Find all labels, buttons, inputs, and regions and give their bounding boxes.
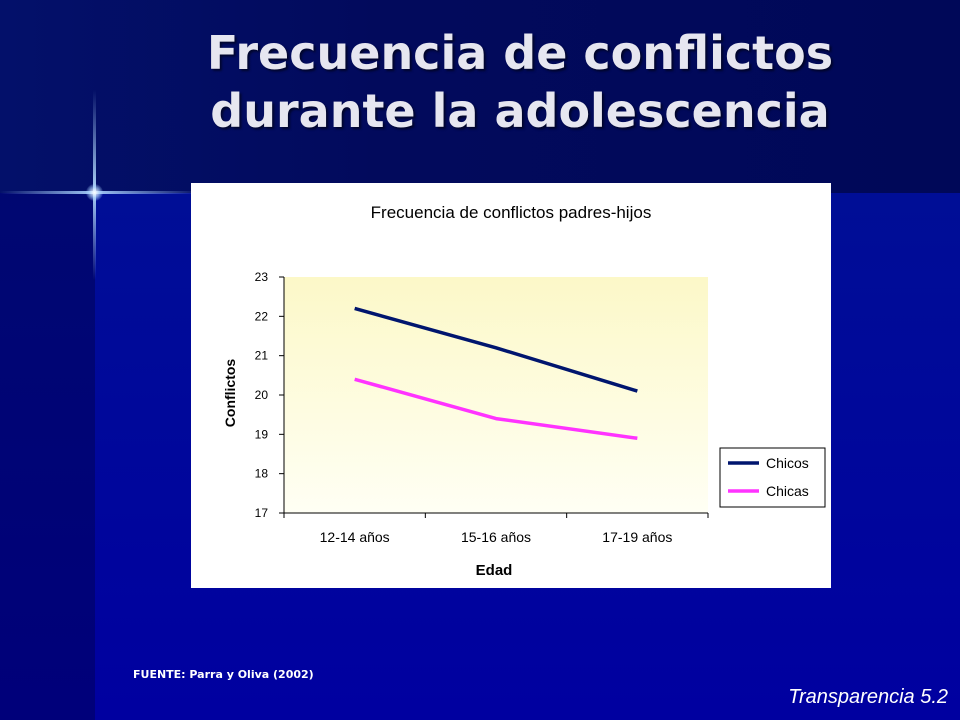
slide-title-line-1: Frecuencia de conflictos: [206, 26, 834, 80]
series-line-chicas: [354, 377, 638, 440]
y-axis-ticks: 17 18 19 20 21 22 23: [255, 270, 284, 520]
slide-title-line-2: durante la adolescencia: [210, 84, 830, 138]
chart-container: Frecuencia de conflictos padres-hijos 17…: [191, 183, 831, 588]
y-axis-title: Conflictos: [222, 359, 238, 428]
line-chart: Frecuencia de conflictos padres-hijos 17…: [222, 203, 826, 579]
x-tick-label: 17-19 años: [602, 529, 672, 545]
background-top-band: [0, 0, 960, 193]
y-tick-label: 22: [255, 309, 269, 323]
x-tick-label: 15-16 años: [461, 529, 531, 545]
source-note: FUENTE: Parra y Oliva (2002): [133, 668, 314, 681]
slide-title: Frecuencia de conflictos durante la adol…: [120, 24, 920, 140]
y-tick-label: 21: [255, 349, 269, 363]
y-tick-label: 19: [255, 427, 269, 441]
x-axis-labels: 12-14 años 15-16 años 17-19 años: [283, 513, 709, 545]
y-tick-label: 23: [255, 270, 269, 284]
y-tick-label: 20: [255, 388, 269, 402]
series-lines: [354, 306, 638, 440]
slide-number-label: Transparencia 5.2: [788, 686, 948, 708]
legend-label-chicas: Chicas: [766, 483, 809, 499]
chart-legend: Chicos Chicas: [719, 447, 826, 508]
chart-title: Frecuencia de conflictos padres-hijos: [371, 203, 652, 222]
series-line-chicos: [354, 306, 638, 393]
legend-label-chicos: Chicos: [766, 455, 809, 471]
y-tick-label: 18: [255, 467, 269, 481]
light-flare-core: [86, 184, 103, 201]
x-tick-label: 12-14 años: [320, 529, 390, 545]
legend-box: [719, 447, 826, 508]
y-tick-label: 17: [255, 506, 269, 520]
plot-area: [284, 277, 708, 513]
x-axis-title: Edad: [476, 562, 513, 579]
